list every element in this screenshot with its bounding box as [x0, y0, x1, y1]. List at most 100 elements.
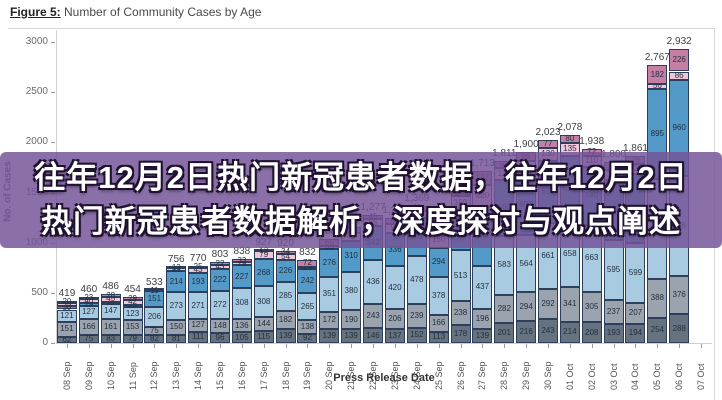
bar-segment-age-band-1-bottom-dark-gray[interactable] — [275, 329, 296, 343]
bar-segment-age-band-4-blue[interactable] — [319, 248, 340, 277]
bar-segment-age-band-6-mauve[interactable] — [56, 300, 77, 303]
bar-segment-age-band-5-light-pink[interactable] — [78, 299, 99, 304]
bar-segment-age-band-1-bottom-dark-gray[interactable] — [100, 334, 121, 343]
bar-segment-age-band-2-gray[interactable] — [341, 309, 362, 330]
bar-segment-age-band-1-bottom-dark-gray[interactable] — [516, 321, 537, 343]
bar-segment-age-band-4-blue[interactable] — [428, 247, 449, 278]
bar-segment-age-band-3-light-blue[interactable] — [341, 271, 362, 310]
bar-segment-age-band-5-light-pink[interactable] — [231, 262, 252, 266]
bar-segment-age-band-3-light-blue[interactable] — [56, 309, 77, 322]
bar-segment-age-band-3-light-blue[interactable] — [625, 242, 646, 303]
bar-segment-age-band-2-gray[interactable] — [472, 309, 493, 330]
bar-segment-age-band-1-bottom-dark-gray[interactable] — [406, 327, 427, 343]
bar-segment-age-band-4-blue[interactable] — [253, 259, 274, 287]
bar-segment-age-band-3-light-blue[interactable] — [144, 306, 165, 328]
bar-segment-age-band-2-gray[interactable] — [450, 301, 471, 326]
bar-segment-age-band-1-bottom-dark-gray[interactable] — [647, 317, 668, 343]
bar-segment-age-band-2-gray[interactable] — [122, 319, 143, 336]
bar-segment-age-band-2-gray[interactable] — [253, 317, 274, 332]
bar-segment-age-band-1-bottom-dark-gray[interactable] — [559, 321, 580, 343]
bar-segment-age-band-5-light-pink[interactable] — [122, 300, 143, 305]
bar-segment-age-band-2-gray[interactable] — [319, 311, 340, 330]
bar-segment-age-band-3-light-blue[interactable] — [603, 240, 624, 300]
bar-segment-age-band-4-blue[interactable] — [122, 304, 143, 308]
bar-segment-age-band-2-gray[interactable] — [166, 319, 187, 335]
bar-segment-age-band-6-mauve[interactable] — [78, 296, 99, 300]
bar-segment-age-band-6-mauve[interactable] — [210, 262, 230, 265]
bar-segment-age-band-1-bottom-dark-gray[interactable] — [450, 325, 471, 343]
bar-segment-age-band-6-mauve[interactable] — [188, 265, 209, 269]
bar-segment-age-band-2-gray[interactable] — [56, 321, 77, 337]
bar-segment-age-band-4-blue[interactable] — [100, 301, 121, 304]
bar-segment-age-band-3-light-blue[interactable] — [406, 255, 427, 304]
bar-segment-age-band-1-bottom-dark-gray[interactable] — [472, 329, 493, 343]
bar-segment-age-band-1-bottom-dark-gray[interactable] — [494, 322, 515, 343]
bar-segment-age-band-3-light-blue[interactable] — [297, 293, 318, 320]
bar-segment-age-band-2-gray[interactable] — [144, 327, 165, 335]
bar-segment-age-band-6-mauve[interactable] — [647, 65, 668, 84]
bar-segment-age-band-2-gray[interactable] — [603, 299, 624, 324]
bar-segment-age-band-5-light-pink[interactable] — [210, 264, 230, 269]
bar-segment-age-band-1-bottom-dark-gray[interactable] — [78, 335, 99, 343]
bar-segment-age-band-4-blue[interactable] — [78, 303, 99, 307]
bar-segment-age-band-2-gray[interactable] — [100, 318, 121, 335]
bar-segment-age-band-3-light-blue[interactable] — [253, 286, 274, 317]
bar-segment-age-band-6-mauve[interactable] — [231, 258, 252, 263]
bar-segment-age-band-5-light-pink[interactable] — [669, 71, 690, 81]
bar-segment-age-band-6-mauve[interactable] — [253, 249, 274, 252]
bar-segment-age-band-2-gray[interactable] — [297, 319, 318, 334]
bar-segment-age-band-2-gray[interactable] — [384, 308, 405, 330]
bar-segment-age-band-1-bottom-dark-gray[interactable] — [603, 323, 624, 343]
bar-segment-age-band-3-light-blue[interactable] — [122, 307, 143, 320]
bar-segment-age-band-6-mauve[interactable] — [559, 134, 580, 143]
bar-segment-age-band-6-mauve[interactable] — [144, 288, 165, 291]
bar-segment-age-band-6-mauve[interactable] — [100, 294, 121, 298]
bar-segment-age-band-2-gray[interactable] — [78, 318, 99, 336]
bar-segment-age-band-5-light-pink[interactable] — [647, 83, 668, 90]
bar-segment-age-band-2-gray[interactable] — [494, 294, 515, 323]
bar-segment-age-band-4-blue[interactable] — [144, 291, 165, 307]
bar-segment-age-band-1-bottom-dark-gray[interactable] — [341, 329, 362, 343]
bar-segment-age-band-2-gray[interactable] — [428, 315, 449, 332]
bar-segment-age-band-1-bottom-dark-gray[interactable] — [188, 331, 209, 343]
bar-segment-age-band-4-blue[interactable] — [297, 269, 318, 294]
bar-segment-age-band-4-blue[interactable] — [275, 259, 296, 283]
bar-segment-age-band-6-mauve[interactable] — [122, 297, 143, 301]
bar-segment-age-band-2-gray[interactable] — [363, 303, 384, 329]
bar-segment-age-band-2-gray[interactable] — [188, 319, 209, 332]
bar-segment-age-band-1-bottom-dark-gray[interactable] — [319, 329, 340, 343]
bar-segment-age-band-5-light-pink[interactable] — [253, 251, 274, 260]
bar-segment-age-band-2-gray[interactable] — [581, 291, 602, 323]
bar-segment-age-band-1-bottom-dark-gray[interactable] — [669, 314, 690, 343]
bar-segment-age-band-3-light-blue[interactable] — [231, 287, 252, 319]
bar-segment-age-band-2-gray[interactable] — [516, 291, 537, 322]
bar-segment-age-band-2-gray[interactable] — [669, 276, 690, 315]
bar-segment-age-band-3-light-blue[interactable] — [166, 292, 187, 320]
bar-segment-age-band-6-mauve[interactable] — [275, 250, 296, 255]
bar-segment-age-band-6-mauve[interactable] — [538, 140, 558, 148]
bar-segment-age-band-3-light-blue[interactable] — [188, 291, 209, 320]
bar-segment-age-band-3-light-blue[interactable] — [428, 277, 449, 315]
bar-segment-age-band-4-blue[interactable] — [56, 306, 77, 310]
bar-segment-age-band-5-light-pink[interactable] — [100, 297, 121, 302]
bar-segment-age-band-2-gray[interactable] — [647, 278, 668, 318]
bar-segment-age-band-4-blue[interactable] — [231, 265, 252, 288]
bar-segment-age-band-2-gray[interactable] — [559, 287, 580, 322]
bar-segment-age-band-6-mauve[interactable] — [297, 259, 318, 267]
bar-segment-age-band-2-gray[interactable] — [406, 303, 427, 328]
bar-segment-age-band-1-bottom-dark-gray[interactable] — [210, 333, 230, 343]
bar-segment-age-band-1-bottom-dark-gray[interactable] — [363, 328, 384, 343]
bar-segment-age-band-5-light-pink[interactable] — [188, 268, 209, 273]
bar-segment-age-band-1-bottom-dark-gray[interactable] — [428, 331, 449, 343]
bar-segment-age-band-1-bottom-dark-gray[interactable] — [166, 334, 187, 343]
bar-segment-age-band-1-bottom-dark-gray[interactable] — [231, 332, 252, 343]
bar-segment-age-band-3-light-blue[interactable] — [384, 266, 405, 309]
bar-segment-age-band-1-bottom-dark-gray[interactable] — [122, 335, 143, 343]
bar-segment-age-band-3-light-blue[interactable] — [319, 276, 340, 312]
bar-segment-age-band-2-gray[interactable] — [538, 289, 558, 319]
bar-segment-age-band-3-light-blue[interactable] — [210, 291, 230, 319]
bar-segment-age-band-5-light-pink[interactable] — [166, 268, 187, 271]
bar-segment-age-band-4-blue[interactable] — [166, 270, 187, 293]
bar-segment-age-band-1-bottom-dark-gray[interactable] — [384, 329, 405, 343]
bar-segment-age-band-3-light-blue[interactable] — [100, 303, 121, 319]
